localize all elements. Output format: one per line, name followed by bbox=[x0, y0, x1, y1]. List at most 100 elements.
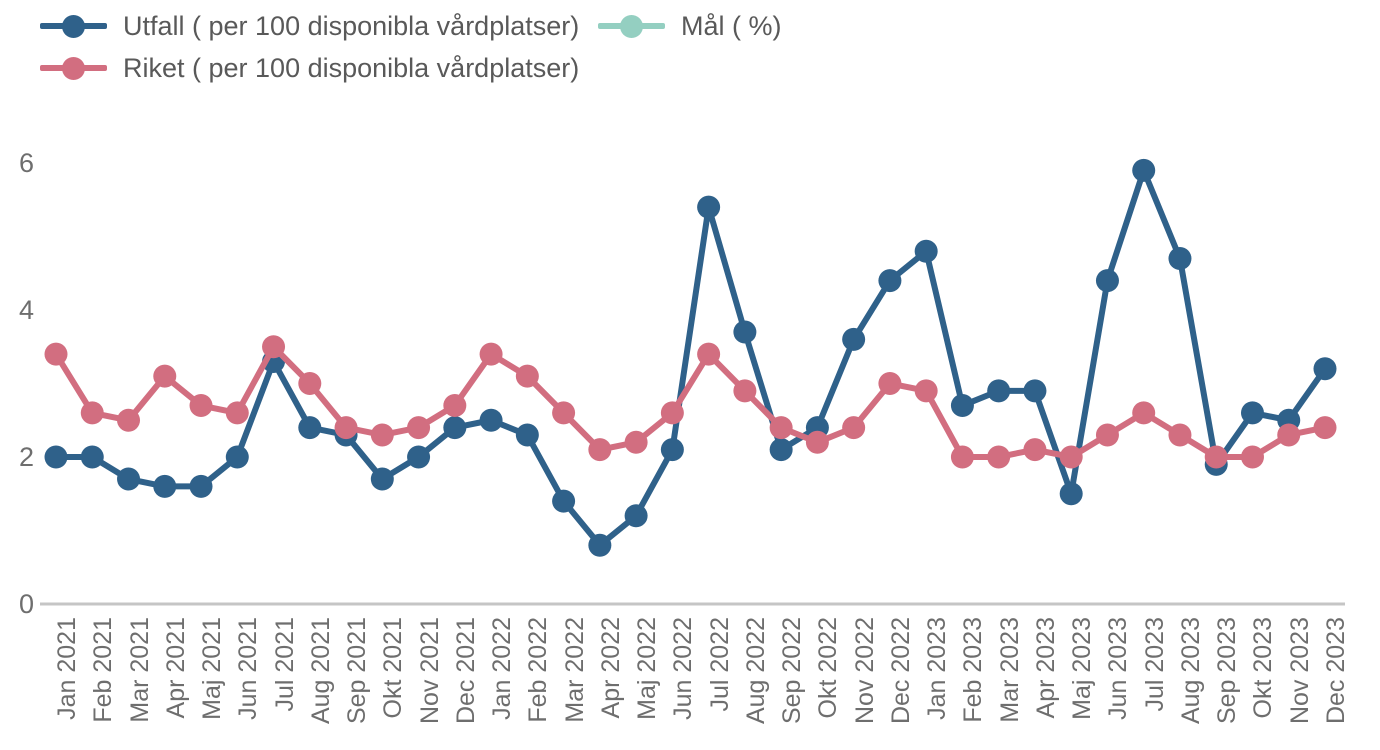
data-point[interactable] bbox=[515, 423, 539, 447]
data-point[interactable] bbox=[697, 342, 721, 366]
data-point[interactable] bbox=[407, 416, 431, 440]
series-riket bbox=[44, 335, 1337, 469]
data-point[interactable] bbox=[44, 342, 68, 366]
data-point[interactable] bbox=[1313, 416, 1337, 440]
data-point[interactable] bbox=[1132, 401, 1156, 425]
legend-item-riket[interactable]: Riket ( per 100 disponibla vårdplatser) bbox=[40, 50, 579, 86]
data-point[interactable] bbox=[1240, 401, 1264, 425]
data-point[interactable] bbox=[1059, 482, 1083, 506]
x-axis-label: Aug 2022 bbox=[741, 617, 770, 725]
x-axis-label: Jun 2023 bbox=[1104, 617, 1133, 720]
data-point[interactable] bbox=[914, 239, 938, 263]
data-point[interactable] bbox=[697, 195, 721, 219]
x-axis-label: Feb 2022 bbox=[524, 617, 553, 723]
data-point[interactable] bbox=[117, 467, 141, 491]
data-point[interactable] bbox=[914, 379, 938, 403]
data-point[interactable] bbox=[588, 438, 612, 462]
data-point[interactable] bbox=[1023, 379, 1047, 403]
data-point[interactable] bbox=[1095, 269, 1119, 293]
utfall-series-marker-icon bbox=[40, 14, 107, 38]
data-point[interactable] bbox=[298, 372, 322, 395]
data-point[interactable] bbox=[842, 416, 866, 440]
data-point[interactable] bbox=[443, 416, 467, 440]
data-point[interactable] bbox=[624, 430, 648, 454]
legend-label-mal: Mål ( %) bbox=[681, 11, 782, 41]
series-utfall bbox=[44, 158, 1337, 557]
x-axis-label: Nov 2021 bbox=[415, 617, 444, 725]
data-point[interactable] bbox=[189, 474, 213, 498]
data-point[interactable] bbox=[950, 445, 974, 469]
data-point[interactable] bbox=[805, 430, 829, 454]
data-point[interactable] bbox=[950, 394, 974, 418]
data-point[interactable] bbox=[80, 445, 104, 469]
data-point[interactable] bbox=[479, 342, 503, 366]
data-point[interactable] bbox=[370, 467, 394, 491]
x-axis-label: Nov 2022 bbox=[850, 617, 879, 725]
data-point[interactable] bbox=[334, 416, 358, 440]
data-point[interactable] bbox=[515, 364, 539, 388]
data-point[interactable] bbox=[552, 489, 576, 513]
x-axis-label: Okt 2023 bbox=[1249, 617, 1278, 719]
data-point[interactable] bbox=[987, 445, 1011, 469]
data-point[interactable] bbox=[588, 533, 612, 557]
data-point[interactable] bbox=[733, 379, 757, 403]
data-point[interactable] bbox=[262, 335, 286, 359]
data-point[interactable] bbox=[552, 401, 576, 425]
data-point[interactable] bbox=[624, 504, 648, 528]
y-axis-label: 6 bbox=[18, 148, 34, 178]
data-point[interactable] bbox=[225, 445, 249, 469]
legend-label-utfall: Utfall ( per 100 disponibla vårdplatser) bbox=[123, 11, 580, 41]
data-point[interactable] bbox=[189, 394, 213, 418]
data-point[interactable] bbox=[1059, 445, 1083, 469]
x-axis-label: Jan 2023 bbox=[923, 617, 952, 720]
data-point[interactable] bbox=[298, 416, 322, 440]
x-axis-label: Apr 2021 bbox=[161, 617, 190, 719]
y-axis-label: 2 bbox=[18, 442, 34, 472]
data-point[interactable] bbox=[878, 269, 902, 293]
data-point[interactable] bbox=[842, 327, 866, 351]
legend-item-mal[interactable]: Mål ( %) bbox=[598, 8, 782, 44]
data-point[interactable] bbox=[44, 445, 68, 469]
data-point[interactable] bbox=[1168, 247, 1192, 271]
data-point[interactable] bbox=[769, 438, 793, 462]
data-point[interactable] bbox=[1095, 423, 1119, 447]
data-point[interactable] bbox=[117, 408, 141, 432]
x-axis-label: Maj 2022 bbox=[633, 617, 662, 720]
x-axis-label: Dec 2021 bbox=[451, 617, 480, 725]
data-point[interactable] bbox=[80, 401, 104, 425]
data-point[interactable] bbox=[370, 423, 394, 447]
data-point[interactable] bbox=[443, 394, 467, 418]
x-axis-label: Mar 2021 bbox=[125, 617, 154, 723]
data-point[interactable] bbox=[1313, 357, 1337, 381]
data-point[interactable] bbox=[153, 364, 177, 388]
legend-item-utfall[interactable]: Utfall ( per 100 disponibla vårdplatser) bbox=[40, 8, 579, 44]
x-axis-label: Aug 2021 bbox=[306, 617, 335, 725]
x-axis-label: Feb 2021 bbox=[89, 617, 118, 723]
data-point[interactable] bbox=[1204, 445, 1228, 469]
x-axis-label: Sep 2022 bbox=[778, 617, 807, 725]
y-axis-label: 4 bbox=[18, 295, 34, 325]
data-point[interactable] bbox=[1240, 445, 1264, 469]
data-point[interactable] bbox=[987, 379, 1011, 403]
x-axis-label: Jul 2021 bbox=[270, 617, 299, 712]
data-point[interactable] bbox=[225, 401, 249, 425]
data-point[interactable] bbox=[1277, 423, 1301, 447]
x-axis-label: Sep 2023 bbox=[1213, 617, 1242, 725]
x-axis-label: Okt 2022 bbox=[814, 617, 843, 719]
data-point[interactable] bbox=[769, 416, 793, 440]
data-point[interactable] bbox=[407, 445, 431, 469]
data-point[interactable] bbox=[660, 438, 684, 462]
x-axis-label: Maj 2021 bbox=[198, 617, 227, 720]
data-point[interactable] bbox=[1023, 438, 1047, 462]
data-point[interactable] bbox=[153, 474, 177, 498]
data-point[interactable] bbox=[878, 372, 902, 395]
data-point[interactable] bbox=[660, 401, 684, 425]
x-axis-label: Jan 2022 bbox=[488, 617, 517, 720]
x-axis-label: Jun 2022 bbox=[669, 617, 698, 720]
data-point[interactable] bbox=[479, 408, 503, 432]
data-point[interactable] bbox=[733, 320, 757, 344]
data-point[interactable] bbox=[1132, 158, 1156, 182]
data-point[interactable] bbox=[1168, 423, 1192, 447]
